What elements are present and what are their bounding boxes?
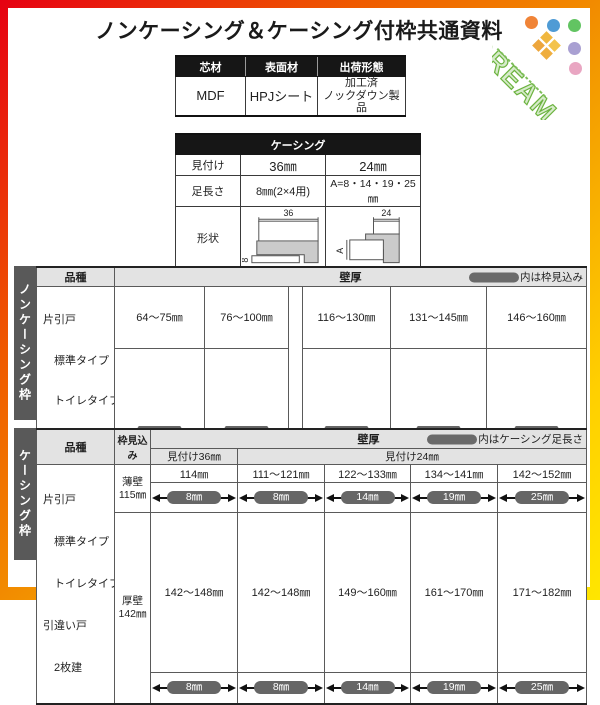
materials-header-core: 芯材 [175,55,246,77]
wall-range: 142～152㎜ [496,464,588,483]
row-label-shape: 形状 [175,206,241,270]
range-arrow-cell: 25㎜ [496,671,588,705]
casing-36-profile-icon: 36 8 [242,208,319,264]
casing-note: 内はケーシング足長さ [427,432,583,447]
sub-header-36: 見付け36㎜ [150,448,238,465]
materials-core-value: MDF [175,76,246,116]
noncasing-note: 内は枠見込み [469,270,583,285]
note-pill-icon [427,434,478,444]
range-arrow: 8㎜ [238,483,324,512]
range-arrow: 19㎜ [411,483,497,512]
range-arrow-cell: 14㎜ [324,671,411,705]
wall-range: 142～148㎜ [150,512,238,673]
materials-header-surface: 表面材 [245,55,318,77]
thin-wall-mikomi: 薄壁 115㎜ [114,464,151,513]
materials-header-shipping: 出荷形態 [317,55,406,77]
casing-side-label: ケーシング枠 [14,428,36,560]
wall-range: 149～160㎜ [324,512,411,673]
wall-range: 64～75㎜ [114,286,205,349]
range-arrow: 14㎜ [325,483,410,512]
dimension-badge: 25㎜ [515,681,570,695]
dimension-badge: 19㎜ [427,681,481,695]
casing-mikomi-header: 枠見込み [114,428,151,465]
mitsuke-24: 24㎜ [325,154,421,176]
sub-header-24: 見付け24㎜ [236,448,588,465]
noncasing-wall-header: 壁厚 内は枠見込み [113,266,588,287]
noncasing-side-label: ノンケーシング枠 [14,266,36,420]
range-arrow-cell: 25㎜ [496,482,588,513]
dream-logo: DREAM [492,8,592,120]
thick-wall-mikomi: 厚壁 142㎜ [114,512,151,705]
noncasing-frame-section: ノンケーシング枠 品種 壁厚 内は枠見込み 片引戸 標準タイプ トイレタイプ 引… [14,266,588,670]
svg-text:A: A [334,248,344,254]
casing-frame-table: 品種 枠見込み 壁厚 内はケーシング足長さ 見付け36㎜ 見付け24㎜ 片引戸 … [36,428,588,705]
casing-24-profile-icon: 24 A [334,208,400,264]
dimension-badge: 19㎜ [427,491,481,504]
ashinagasa-24: A=8・14・19・25㎜ [325,175,421,207]
ashinagasa-36: 8㎜(2×4用) [240,175,326,207]
range-arrow: 14㎜ [325,673,410,703]
dimension-badge: 8㎜ [167,491,221,504]
range-arrow-cell: 8㎜ [237,482,325,513]
range-arrow-cell: 19㎜ [410,671,498,705]
logo-dot-green [568,19,581,32]
casing-kind-header: 品種 [36,428,115,465]
shape-24-diagram: 24 A [325,206,421,270]
page-title: ノンケーシング＆ケーシング付枠共通資料 [95,20,503,43]
wall-range: 76～100㎜ [204,286,289,349]
casing-wall-header: 壁厚 内はケーシング足長さ [149,428,588,449]
page: ノンケーシング＆ケーシング付枠共通資料 DREAM 芯材 表面材 出荷形態 MD… [8,8,592,705]
dimension-badge: 8㎜ [254,681,308,695]
dimension-badge: 14㎜ [340,491,395,504]
shape-36-diagram: 36 8 [240,206,326,270]
wall-range: 161～170㎜ [410,512,498,673]
svg-text:36: 36 [283,208,293,218]
wall-range: 171～182㎜ [496,512,588,673]
dimension-badge: 14㎜ [340,681,395,695]
wall-range: 134～141㎜ [410,464,498,483]
noncasing-kind-header: 品種 [36,266,115,287]
range-arrow: 25㎜ [498,483,586,512]
wall-range: 122～133㎜ [324,464,411,483]
logo-dot-purple [568,42,581,55]
materials-table: 芯材 表面材 出荷形態 MDF HPJシート 加工済 ノックダウン製品 [175,55,406,117]
wall-range: 116～130㎜ [302,286,391,349]
range-arrow-cell: 14㎜ [324,482,411,513]
wall-range: 142～148㎜ [237,512,325,673]
note-pill-icon [469,272,520,282]
logo-dot-orange [525,16,538,29]
logo-dot-pink [569,62,582,75]
range-arrow-cell: 8㎜ [150,671,238,705]
range-arrow: 8㎜ [151,483,237,512]
svg-text:8: 8 [242,258,250,263]
row-label-ashinagasa: 足長さ [175,175,241,207]
range-arrow: 8㎜ [238,673,324,703]
row-label-mitsuke: 見付け [175,154,241,176]
range-arrow: 19㎜ [411,673,497,703]
logo-dot-blue [547,19,560,32]
wall-range: 131～145㎜ [390,286,487,349]
range-arrow-cell: 8㎜ [150,482,238,513]
materials-shipping-value: 加工済 ノックダウン製品 [317,76,406,116]
svg-text:24: 24 [381,208,391,218]
wall-range: 146～160㎜ [485,286,588,349]
range-arrow-cell: 8㎜ [237,671,325,705]
dimension-badge: 8㎜ [254,491,308,504]
casing-spec-title: ケーシング [175,133,421,155]
wall-range: 114㎜ [150,464,238,483]
dimension-badge: 25㎜ [515,491,570,504]
range-arrow-cell: 19㎜ [410,482,498,513]
dimension-badge: 8㎜ [167,681,221,695]
wall-range: 111～121㎜ [237,464,325,483]
casing-frame-section: ケーシング枠 品種 枠見込み 壁厚 内はケーシング足長さ 見付け36㎜ 見付け2… [14,428,588,705]
mitsuke-36: 36㎜ [240,154,326,176]
casing-labels: 片引戸 標準タイプ トイレタイプ 引違い戸 2枚建 [36,464,115,705]
range-arrow: 25㎜ [498,673,586,703]
materials-surface-value: HPJシート [245,76,318,116]
casing-spec-table: ケーシング 見付け 36㎜ 24㎜ 足長さ 8㎜(2×4用) A=8・14・19… [175,133,421,270]
range-arrow: 8㎜ [151,673,237,703]
